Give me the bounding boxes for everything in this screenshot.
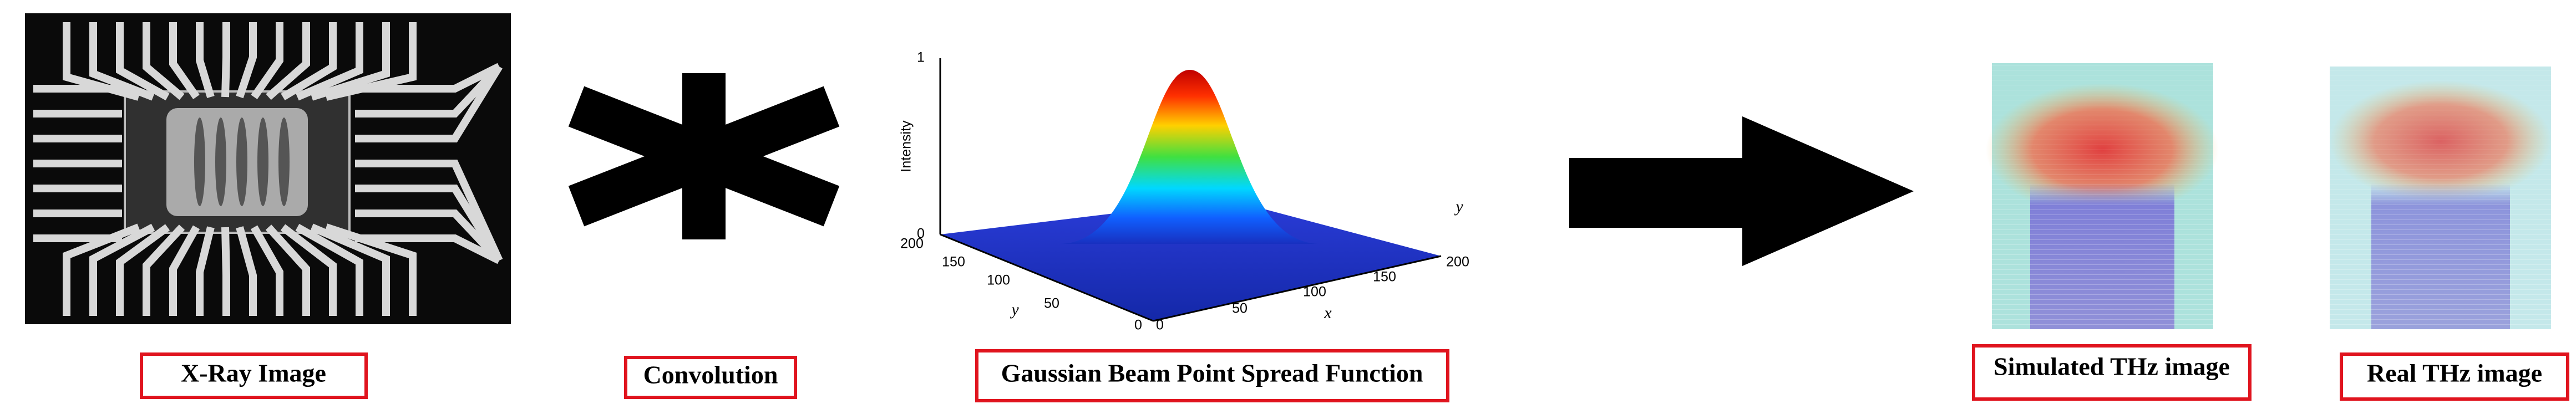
psf-label: Gaussian Beam Point Spread Function [975,349,1449,402]
decoration [310,22,390,101]
xray-label: X-Ray Image [140,352,368,399]
convolution-label: Convolution [624,356,797,399]
y-tick: 200 [900,236,924,252]
x-tick: 50 [1232,301,1248,316]
y-tick: 0 [1134,318,1142,333]
decoration [295,223,363,316]
arrow [1569,116,1914,266]
x-title: x [1324,304,1332,322]
decoration [281,22,337,101]
decoration [194,117,205,206]
decoration [196,226,215,316]
simulated-image [1986,63,2219,329]
label: Convolution [643,361,778,389]
x-tick: 100 [1303,284,1326,300]
xray-image [25,13,511,324]
decoration [355,185,503,263]
decoration [266,22,310,100]
decoration [89,223,155,316]
x-tick: 0 [1156,318,1164,333]
decoration [355,64,503,142]
decoration [116,22,170,101]
decoration [280,224,337,316]
y-tick: 50 [1044,296,1059,311]
decoration [89,22,155,101]
real-image [2330,67,2552,329]
z-title: Intensity [899,120,914,172]
label: Real THz image [2367,359,2542,387]
x-tick: 150 [1373,269,1396,285]
y-tick: 100 [987,273,1010,288]
decoration [251,22,283,100]
decoration [265,224,310,316]
decoration [355,64,503,117]
decoration [236,226,257,316]
decoration [143,22,185,100]
decoration [236,117,247,206]
decoration [355,209,503,263]
asterisk [568,73,840,239]
decoration [215,117,226,206]
decoration [296,22,363,101]
decoration [355,234,501,264]
decoration [355,160,503,262]
decoration [310,223,390,316]
decoration [116,224,170,316]
decoration [143,224,185,316]
decoration [250,225,283,316]
real-label: Real THz image [2340,352,2569,401]
y-tick: 150 [942,254,965,270]
back-axis-title: y [1454,197,1463,216]
decoration [278,117,290,206]
decoration [196,22,215,99]
label: Gaussian Beam Point Spread Function [1001,359,1423,387]
decoration [355,63,501,93]
simulated-label: Simulated THz image [1972,344,2252,401]
psf-plot: 1 0 Intensity 200 150 100 50 0 y 0 50 10… [899,50,1469,333]
decoration [221,22,230,98]
label: Simulated THz image [1994,352,2230,381]
decoration [236,22,257,99]
decoration [169,22,200,100]
decoration [169,225,200,316]
x-tick: 200 [1446,254,1469,270]
label: X-Ray Image [181,359,326,387]
decoration [221,227,230,316]
decoration [257,117,268,206]
y-title: y [1010,300,1019,319]
z-tick: 1 [917,50,925,65]
z-tick: 0 [917,226,925,242]
